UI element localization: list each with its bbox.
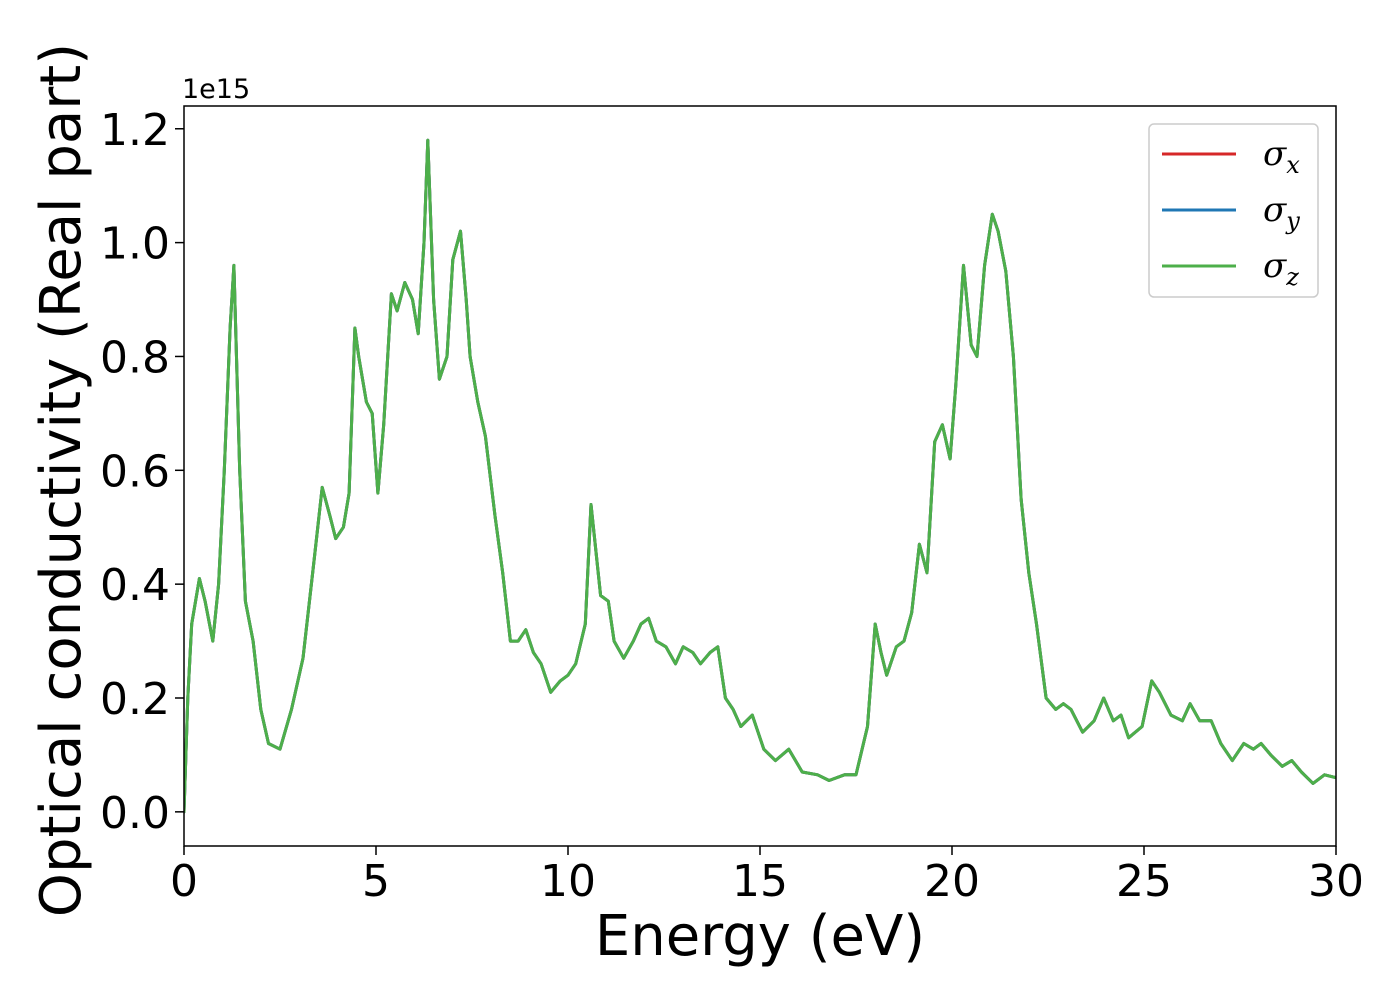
legend-entry-x: σx xyxy=(1162,134,1300,179)
axes-layer: 0 5 10 15 20 25 30 0.0 0.2 0.4 0.6 0.8 1.0 1.2 1e15 Ene… xyxy=(29,43,1364,969)
x-tick-label: 20 xyxy=(924,856,980,907)
y-tick-label: 0.0 xyxy=(100,788,170,839)
y-tick-label: 0.8 xyxy=(100,332,170,383)
x-tick-label: 25 xyxy=(1116,856,1172,907)
y-axis-title: Optical conductivity (Real part) xyxy=(29,43,94,917)
x-tick-label: 5 xyxy=(362,856,390,907)
x-tick-label: 10 xyxy=(540,856,596,907)
y-tick-label: 0.4 xyxy=(100,560,170,611)
x-tick-label: 0 xyxy=(170,856,198,907)
series-layer xyxy=(184,138,1336,814)
y-tick-label: 1.0 xyxy=(100,219,170,270)
series-line-z xyxy=(184,138,1336,814)
y-offset-label: 1e15 xyxy=(182,74,250,105)
y-tick-label: 0.6 xyxy=(100,446,170,497)
x-tick-label: 15 xyxy=(732,856,788,907)
x-tick-label: 30 xyxy=(1308,856,1364,907)
x-axis-title: Energy (eV) xyxy=(595,904,925,969)
y-tick-label: 0.2 xyxy=(100,674,170,725)
y-tick-label: 1.2 xyxy=(100,105,170,156)
